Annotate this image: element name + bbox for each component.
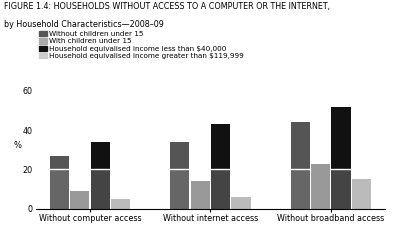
Text: by Household Characteristics—2008–09: by Household Characteristics—2008–09	[4, 20, 164, 30]
Bar	[170, 170, 189, 209]
Bar	[170, 142, 189, 170]
Bar	[91, 170, 110, 209]
Bar	[291, 122, 310, 170]
Bar	[331, 106, 351, 170]
Bar	[352, 179, 371, 209]
Bar	[211, 170, 230, 209]
Bar	[311, 164, 330, 209]
Bar	[211, 124, 230, 170]
Bar	[91, 142, 110, 170]
Y-axis label: %: %	[13, 141, 21, 150]
Legend: Without children under 15, With children under 15, Household equivalised income : Without children under 15, With children…	[39, 31, 244, 59]
Bar	[231, 197, 251, 209]
Bar	[70, 191, 89, 209]
Bar	[291, 170, 310, 209]
Bar	[50, 156, 69, 170]
Text: FIGURE 1.4: HOUSEHOLDS WITHOUT ACCESS TO A COMPUTER OR THE INTERNET,: FIGURE 1.4: HOUSEHOLDS WITHOUT ACCESS TO…	[4, 2, 330, 11]
Bar	[50, 170, 69, 209]
Bar	[191, 181, 210, 209]
Bar	[331, 170, 351, 209]
Bar	[111, 199, 130, 209]
